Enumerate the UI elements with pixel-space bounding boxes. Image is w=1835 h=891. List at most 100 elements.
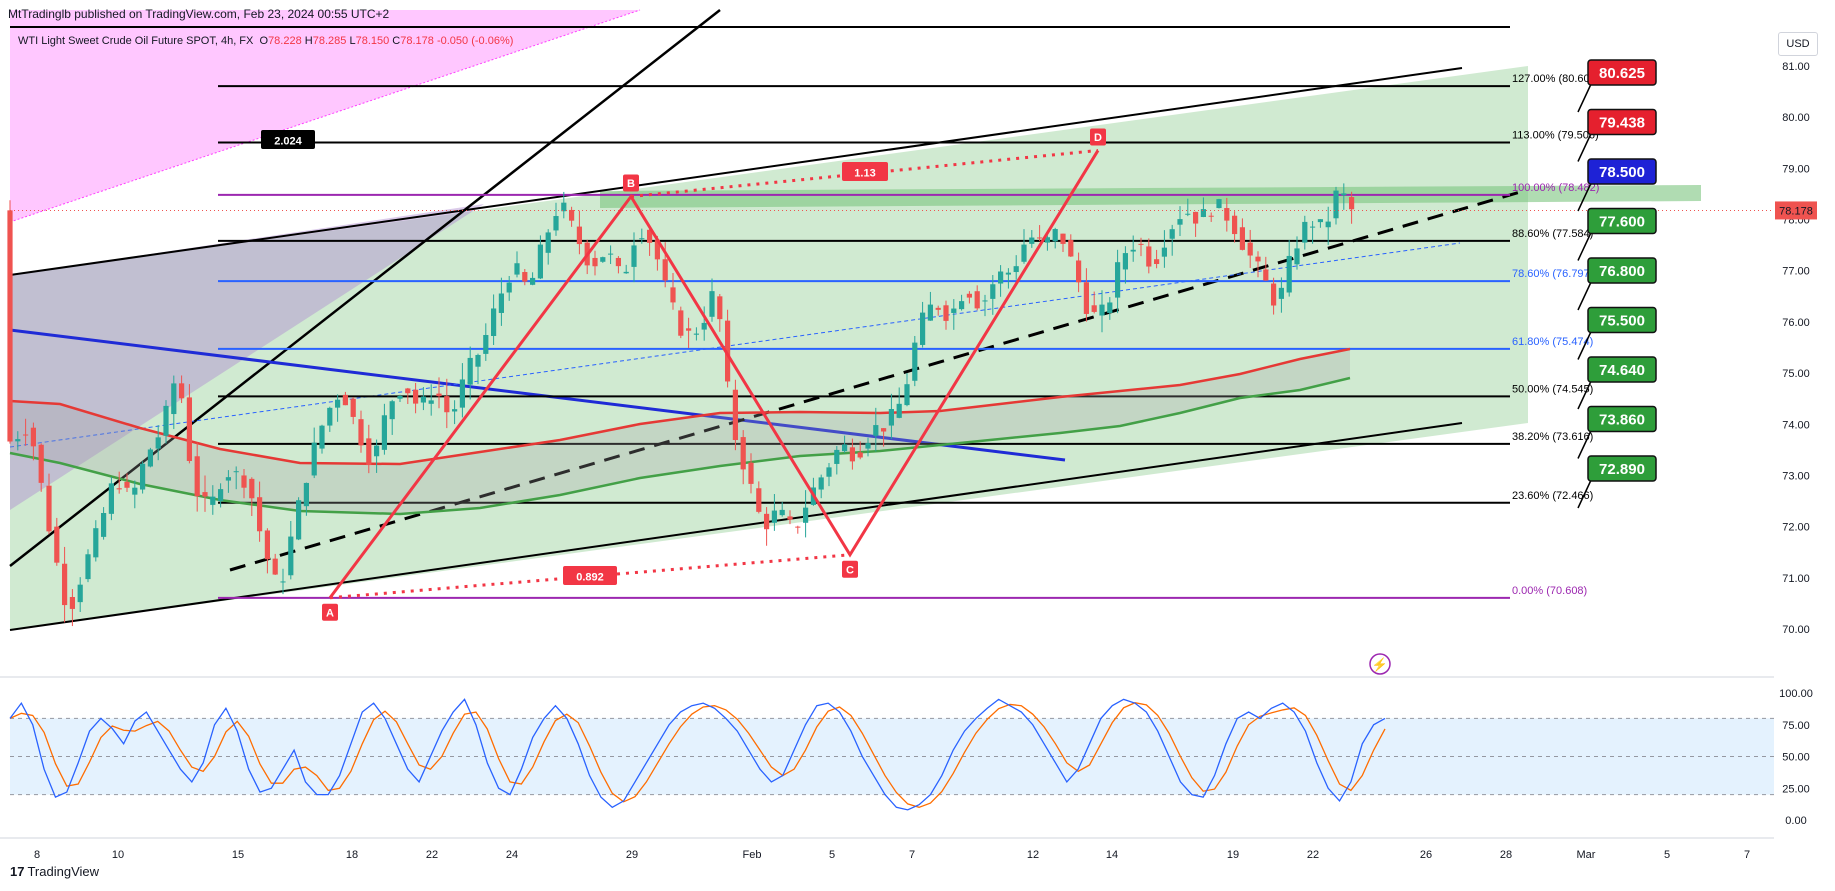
y-tick-label: 81.00	[1782, 61, 1810, 73]
candle-body	[327, 407, 333, 426]
currency-button[interactable]: USD	[1778, 32, 1818, 56]
candle-body	[1317, 219, 1323, 223]
candle-body	[1138, 243, 1144, 245]
candle-body	[966, 293, 972, 298]
candle-body	[381, 415, 387, 450]
candle-body	[358, 419, 364, 446]
x-tick-label: Feb	[743, 849, 762, 861]
candle-body	[1200, 209, 1206, 218]
candle-body	[1255, 256, 1261, 262]
price-box	[1587, 108, 1657, 136]
candle-body	[1325, 221, 1331, 228]
candle-body	[249, 478, 255, 499]
candle-body	[264, 530, 270, 560]
x-tick-label: 19	[1227, 849, 1239, 861]
fib-level-label: 113.00% (79.506)	[1512, 129, 1599, 141]
legend-close-label: C	[392, 35, 401, 47]
candle-body	[1271, 283, 1277, 306]
candle-body	[1083, 282, 1089, 314]
candle-body	[1161, 247, 1167, 257]
candle-body	[1029, 237, 1035, 244]
candle-body	[444, 396, 450, 413]
pattern-point-marker	[842, 560, 858, 578]
candle-body	[1037, 237, 1043, 239]
candle-body	[202, 492, 208, 497]
candle-body	[873, 425, 879, 436]
candle-body	[779, 509, 785, 516]
candle-body	[826, 467, 832, 477]
fib-level-label: 78.60% (76.797)	[1512, 268, 1593, 280]
price-box-leader	[1577, 477, 1593, 509]
candle-body	[30, 427, 36, 447]
x-tick-label: 22	[426, 849, 438, 861]
candle-body	[834, 449, 840, 464]
candle-body	[413, 389, 419, 404]
price-box-leader	[1577, 279, 1593, 311]
price-box	[1587, 158, 1657, 185]
candle-body	[678, 310, 684, 336]
candle-body	[748, 462, 754, 484]
candle-body	[498, 293, 504, 313]
oscillator-k-line	[9, 698, 1386, 811]
candle-body	[116, 488, 122, 490]
candle-body	[849, 447, 855, 462]
candle-body	[545, 232, 551, 253]
candle-body	[1294, 248, 1300, 265]
candle-body	[1224, 208, 1230, 221]
descending-blue-line	[9, 328, 1066, 462]
candle-body	[553, 216, 559, 231]
candle-body	[662, 259, 668, 281]
candle-body	[147, 449, 153, 467]
fib-level-label: 127.00% (80.608)	[1512, 73, 1599, 85]
candle-body	[1115, 262, 1121, 298]
candle-body	[483, 335, 489, 354]
pattern-point-label: D	[1094, 132, 1102, 144]
candle-body	[974, 291, 980, 309]
candle-body	[397, 395, 403, 399]
harmonic-pattern-lines	[328, 149, 1100, 599]
candle-body	[155, 437, 161, 449]
x-tick-label: 22	[1307, 849, 1319, 861]
price-box-label: 75.500	[1599, 313, 1645, 330]
y-tick-label: 76.00	[1782, 317, 1810, 329]
price-box-leader	[1577, 230, 1593, 261]
candle-body	[865, 443, 871, 449]
candle-body	[1091, 305, 1097, 312]
candle-body	[982, 300, 988, 302]
price-box	[1587, 306, 1657, 334]
candle-body	[857, 452, 863, 458]
candle-body	[576, 226, 582, 245]
pattern-point-marker	[623, 174, 639, 192]
candle-body	[756, 488, 762, 512]
candle-body	[15, 439, 21, 442]
price-box-leader	[1577, 428, 1593, 459]
fib-level-label: 100.00% (78.482)	[1512, 182, 1599, 194]
candle-body	[436, 393, 442, 397]
price-box-label: 73.860	[1599, 412, 1645, 429]
candle-body	[23, 434, 29, 436]
ratio-label: 1.13	[854, 168, 875, 180]
price-box	[1587, 257, 1657, 284]
candle-body	[717, 296, 723, 320]
candle-body	[709, 291, 715, 317]
candle-body	[233, 471, 239, 473]
candle-body	[888, 409, 894, 426]
candle-body	[1310, 226, 1316, 228]
fib-level-label: 38.20% (73.616)	[1512, 431, 1593, 443]
candle-body	[108, 483, 114, 514]
pattern-point-marker	[1090, 128, 1106, 146]
candle-body	[1232, 215, 1238, 235]
candle-body	[1286, 255, 1292, 293]
candle-body	[1013, 266, 1019, 273]
legend-open: 78.228	[268, 35, 302, 47]
ratio-badge	[261, 130, 315, 149]
price-box-label: 74.640	[1599, 362, 1645, 379]
x-tick-label: Mar	[1577, 849, 1596, 861]
candle-body	[600, 257, 606, 262]
candle-body	[467, 357, 473, 385]
candle-body	[1169, 229, 1175, 239]
candle-body	[420, 396, 426, 403]
candle-body	[101, 513, 107, 537]
pattern-point-label: C	[846, 564, 854, 576]
